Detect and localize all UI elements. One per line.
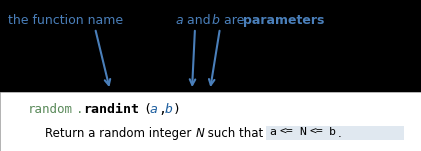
Text: ): ) xyxy=(173,103,181,116)
Text: a: a xyxy=(150,103,158,116)
Text: Return a random integer: Return a random integer xyxy=(45,127,195,140)
Text: b: b xyxy=(165,103,173,116)
Text: a: a xyxy=(269,127,276,137)
Bar xyxy=(266,126,404,140)
Text: such that: such that xyxy=(204,127,267,140)
Text: ,: , xyxy=(158,103,166,116)
Text: a: a xyxy=(175,14,183,27)
Text: N: N xyxy=(299,127,306,137)
Text: (: ( xyxy=(143,103,151,116)
Text: random: random xyxy=(28,103,73,116)
Text: .: . xyxy=(338,127,342,140)
Text: <=: <= xyxy=(279,127,293,137)
Text: b: b xyxy=(212,14,220,27)
Text: randint: randint xyxy=(83,103,139,116)
Text: b: b xyxy=(329,127,336,137)
Text: parameters: parameters xyxy=(243,14,324,27)
Text: <=: <= xyxy=(309,127,323,137)
Text: .: . xyxy=(76,103,83,116)
Text: and: and xyxy=(183,14,215,27)
Text: N: N xyxy=(196,127,205,140)
Text: are: are xyxy=(220,14,248,27)
Text: the function name: the function name xyxy=(8,14,123,27)
Bar xyxy=(0,92,421,151)
